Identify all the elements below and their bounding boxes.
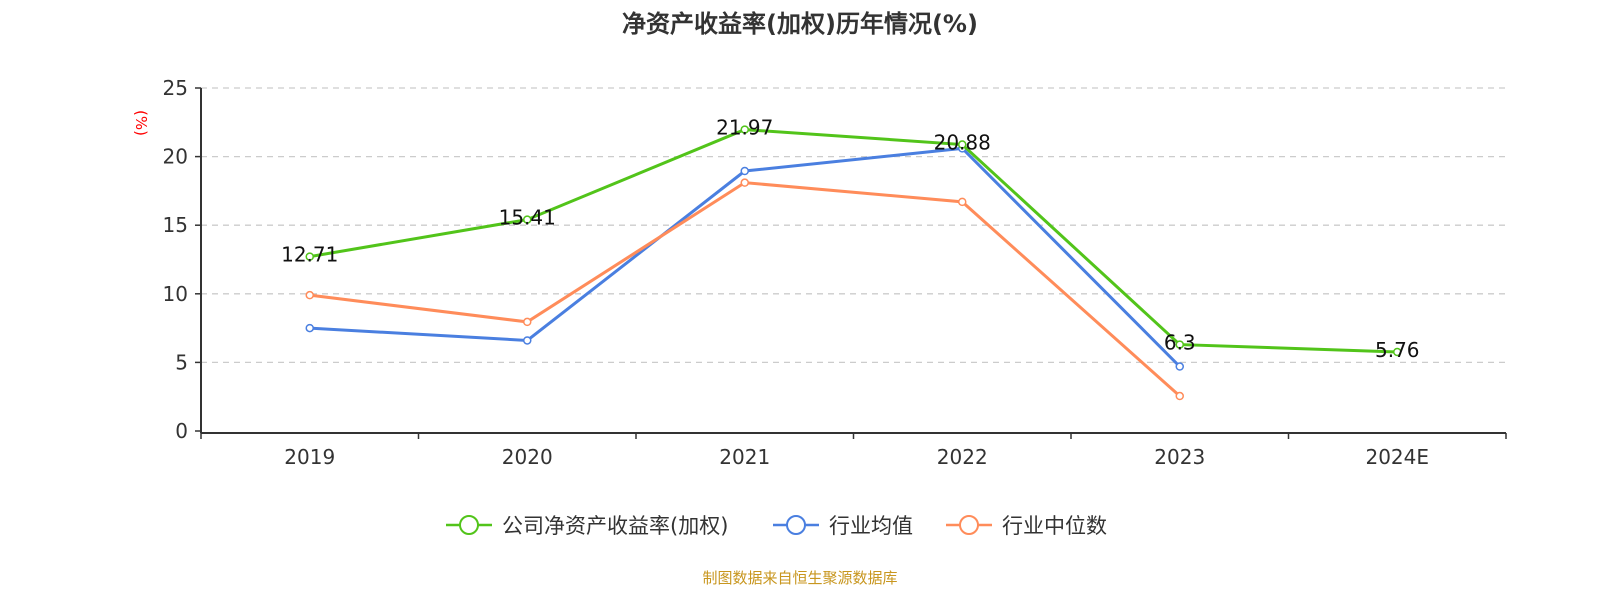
y-tick-label: 25	[163, 76, 188, 100]
y-axis-label: (%)	[132, 110, 150, 136]
legend-item-label: 行业均值	[829, 514, 913, 538]
data-point	[1175, 391, 1184, 401]
chart-title: 净资产收益率(加权)历年情况(%)	[622, 10, 978, 38]
data-label: 12.71	[281, 243, 338, 267]
series-line-2	[309, 181, 1181, 398]
data-label: 5.76	[1375, 338, 1420, 362]
y-tick-label: 15	[163, 213, 188, 237]
y-tick-label: 20	[163, 145, 188, 169]
series-line-0	[309, 128, 1398, 354]
data-point	[305, 323, 314, 333]
x-tick-label: 2024E	[1365, 445, 1429, 469]
data-point	[1175, 362, 1184, 371]
legend-item-label: 行业中位数	[1002, 514, 1107, 538]
x-tick-label: 2019	[284, 445, 335, 469]
data-point	[958, 197, 967, 207]
data-point	[305, 290, 314, 300]
x-tick-label: 2023	[1154, 445, 1205, 469]
data-label: 15.41	[499, 206, 556, 230]
data-point	[740, 178, 749, 187]
data-point	[523, 336, 532, 345]
x-tick-label: 2020	[502, 445, 553, 469]
x-tick-label: 2021	[719, 445, 770, 469]
data-point	[740, 125, 749, 134]
data-point	[1393, 347, 1402, 357]
legend-item-label: 公司净资产收益率(加权)	[502, 514, 728, 538]
x-tick-label: 2022	[937, 445, 988, 469]
data-point	[523, 215, 532, 224]
data-point	[740, 166, 749, 176]
data-point	[305, 252, 314, 261]
y-tick-label: 0	[175, 419, 188, 443]
data-point	[1175, 340, 1184, 349]
y-tick-label: 10	[163, 282, 188, 306]
source-footer: 制图数据来自恒生聚源数据库	[702, 569, 898, 587]
data-label: 21.97	[716, 116, 773, 140]
legend-marker-icon	[959, 515, 979, 535]
data-point	[523, 317, 532, 327]
data-point	[958, 140, 967, 149]
legend-marker-icon	[459, 515, 479, 535]
data-label: 6.3	[1164, 331, 1196, 355]
data-label: 20.88	[934, 131, 991, 155]
y-tick-label: 5	[175, 350, 188, 374]
legend-marker-icon	[786, 515, 806, 535]
